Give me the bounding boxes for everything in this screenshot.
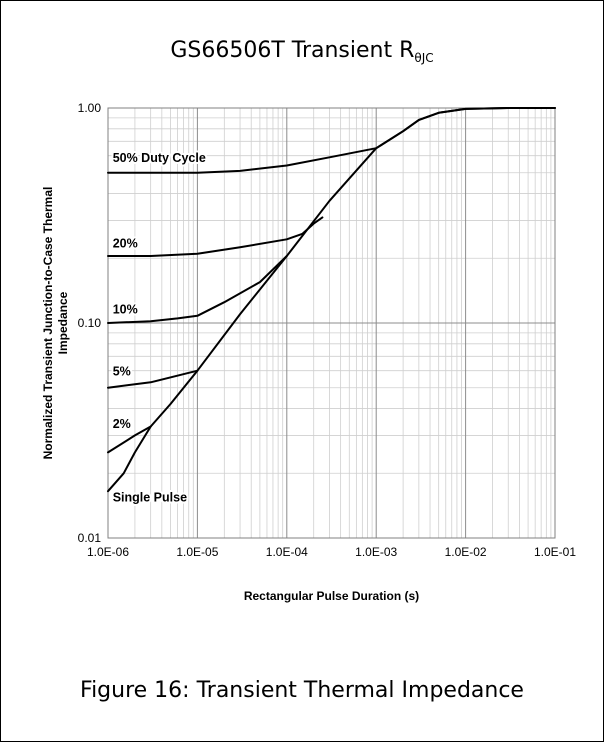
x-tick-label: 1.0E-03 xyxy=(355,545,397,559)
series-label-10pct: 10% xyxy=(113,302,138,316)
y-axis-title-line1: Normalized Transient Junction-to-Case Th… xyxy=(41,187,55,460)
series-label-2pct: 2% xyxy=(113,417,131,431)
x-tick-label: 1.0E-01 xyxy=(534,545,576,559)
x-axis-title: Rectangular Pulse Duration (s) xyxy=(244,589,419,603)
x-tick-label: 1.0E-02 xyxy=(445,545,487,559)
chart-title: GS66506T Transient RθJC xyxy=(0,38,604,65)
series-label-single-pulse: Single Pulse xyxy=(113,490,187,504)
y-tick-label: 1.00 xyxy=(78,101,102,115)
y-tick-label: 0.10 xyxy=(78,316,102,330)
series-line-10pct xyxy=(107,255,288,324)
chart-title-main: GS66506T Transient R xyxy=(170,38,415,63)
series-line-2pct xyxy=(107,425,152,454)
x-tick-label: 1.0E-05 xyxy=(176,545,218,559)
y-tick-label: 0.01 xyxy=(78,531,102,545)
series-line-20pct xyxy=(107,216,324,257)
figure-caption: Figure 16: Transient Thermal Impedance xyxy=(80,678,524,703)
y-axis-title-line2: Impedance xyxy=(56,291,70,354)
series-label-5pct: 5% xyxy=(113,364,131,378)
x-tick-label: 1.0E-06 xyxy=(87,545,129,559)
series-label-50pct-duty-cycle: 50% Duty Cycle xyxy=(113,151,206,165)
chart-title-subscript: θJC xyxy=(414,51,434,65)
series-line-single-pulse xyxy=(107,107,556,493)
series-line-5pct xyxy=(107,369,199,389)
x-tick-label: 1.0E-04 xyxy=(266,545,308,559)
series-label-20pct: 20% xyxy=(113,236,138,250)
